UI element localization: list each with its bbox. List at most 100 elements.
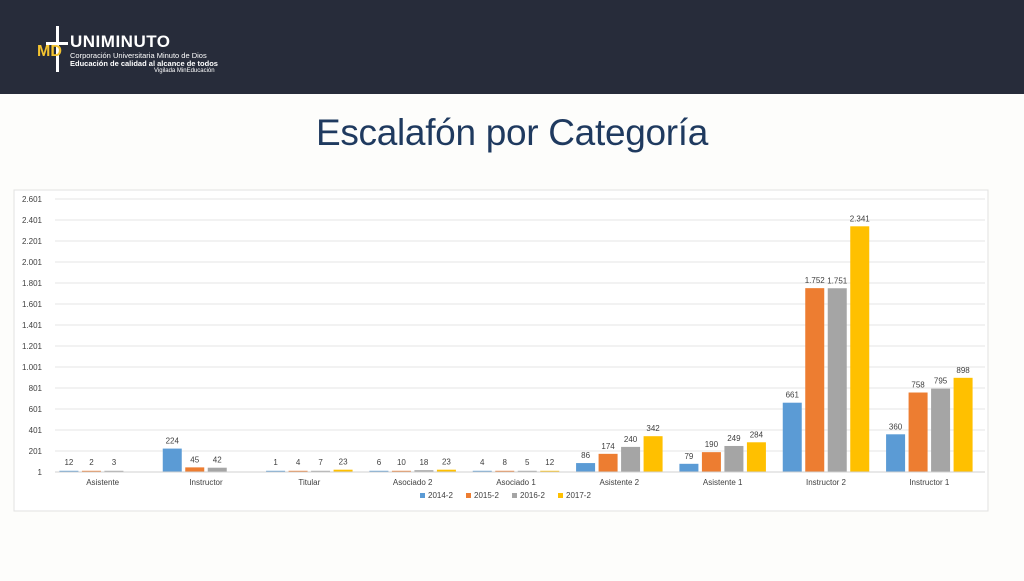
x-tick-label: Titular	[298, 478, 320, 487]
logo-mark-icon: MD	[37, 26, 68, 72]
bar	[104, 470, 124, 472]
y-tick-label: 1.801	[22, 279, 43, 288]
data-label: 2.341	[850, 214, 871, 223]
data-label: 1	[273, 458, 278, 467]
legend-label: 2017-2	[566, 491, 591, 500]
bar	[266, 470, 286, 472]
data-label: 174	[601, 442, 615, 451]
y-tick-label: 601	[29, 405, 43, 414]
data-label: 1.751	[827, 276, 848, 285]
data-label: 3	[112, 458, 117, 467]
legend-label: 2015-2	[474, 491, 499, 500]
x-tick-label: Asociado 1	[496, 478, 536, 487]
bar	[598, 453, 618, 472]
bar	[908, 392, 928, 472]
legend-label: 2014-2	[428, 491, 453, 500]
legend-swatch	[512, 493, 517, 498]
legend-swatch	[558, 493, 563, 498]
logo-mark-text: MD	[37, 43, 62, 60]
uniminuto-logo: MD UNIMINUTO Corporación Universitaria M…	[36, 26, 246, 78]
data-label: 284	[750, 430, 764, 439]
data-label: 758	[911, 381, 925, 390]
bar	[495, 470, 515, 472]
y-tick-label: 801	[29, 384, 43, 393]
data-label: 8	[503, 458, 508, 467]
bar	[472, 470, 492, 472]
bar	[540, 470, 560, 472]
data-label: 10	[397, 458, 406, 467]
brand-line-1: Corporación Universitaria Minuto de Dios	[70, 51, 207, 60]
bar	[643, 436, 663, 472]
legend-label: 2016-2	[520, 491, 545, 500]
bar	[805, 288, 825, 472]
data-label: 1.752	[805, 276, 826, 285]
bar	[576, 463, 596, 472]
x-tick-label: Asociado 2	[393, 478, 433, 487]
bar	[59, 470, 79, 472]
bar	[679, 463, 699, 472]
bar	[782, 402, 802, 472]
data-label: 360	[889, 422, 903, 431]
y-tick-label: 2.201	[22, 237, 43, 246]
bar	[333, 469, 353, 472]
data-label: 7	[318, 458, 323, 467]
x-tick-label: Instructor	[189, 478, 223, 487]
bar	[724, 445, 744, 472]
y-tick-label: 1.601	[22, 300, 43, 309]
bar	[311, 470, 331, 472]
bar	[436, 469, 456, 472]
y-tick-label: 2.601	[22, 195, 43, 204]
y-tick-label: 1.401	[22, 321, 43, 330]
bar	[746, 442, 766, 472]
x-tick-label: Asistente 1	[703, 478, 743, 487]
bar	[207, 467, 227, 472]
y-tick-label: 201	[29, 447, 43, 456]
data-label: 898	[956, 366, 970, 375]
x-tick-label: Asistente 2	[600, 478, 640, 487]
data-label: 795	[934, 377, 948, 386]
data-label: 240	[624, 435, 638, 444]
data-label: 23	[442, 458, 451, 467]
y-tick-label: 1.001	[22, 363, 43, 372]
bar	[701, 452, 721, 472]
header-bar: MD UNIMINUTO Corporación Universitaria M…	[0, 0, 1024, 94]
data-label: 45	[190, 455, 199, 464]
brand-line-3: Vigilada MinEducación	[154, 68, 215, 74]
bar	[931, 388, 951, 472]
y-tick-label: 2.001	[22, 258, 43, 267]
data-label: 2	[89, 458, 94, 467]
page-title: Escalafón por Categoría	[315, 112, 709, 153]
bar	[81, 470, 101, 472]
bar	[288, 470, 308, 472]
bar	[886, 434, 906, 472]
x-tick-label: Instructor 1	[909, 478, 950, 487]
bar	[850, 226, 870, 472]
bar	[414, 470, 434, 472]
bar	[369, 470, 389, 472]
data-label: 224	[166, 437, 180, 446]
legend-swatch	[420, 493, 425, 498]
data-label: 249	[727, 434, 741, 443]
bar	[517, 470, 537, 472]
bar	[391, 470, 411, 472]
y-tick-label: 401	[29, 426, 43, 435]
data-label: 23	[339, 458, 348, 467]
data-label: 79	[684, 452, 693, 461]
data-label: 661	[786, 391, 800, 400]
data-label: 190	[705, 440, 719, 449]
bar	[827, 288, 847, 472]
data-label: 42	[213, 456, 222, 465]
y-tick-label: 2.401	[22, 216, 43, 225]
data-label: 4	[480, 458, 485, 467]
data-label: 12	[545, 458, 554, 467]
data-label: 4	[296, 458, 301, 467]
y-tick-label: 1.201	[22, 342, 43, 351]
data-label: 5	[525, 458, 530, 467]
brand-name: UNIMINUTO	[70, 32, 171, 51]
bar	[162, 448, 182, 472]
y-tick-label: 1	[38, 468, 43, 477]
data-label: 342	[646, 424, 660, 433]
bar	[621, 446, 641, 472]
